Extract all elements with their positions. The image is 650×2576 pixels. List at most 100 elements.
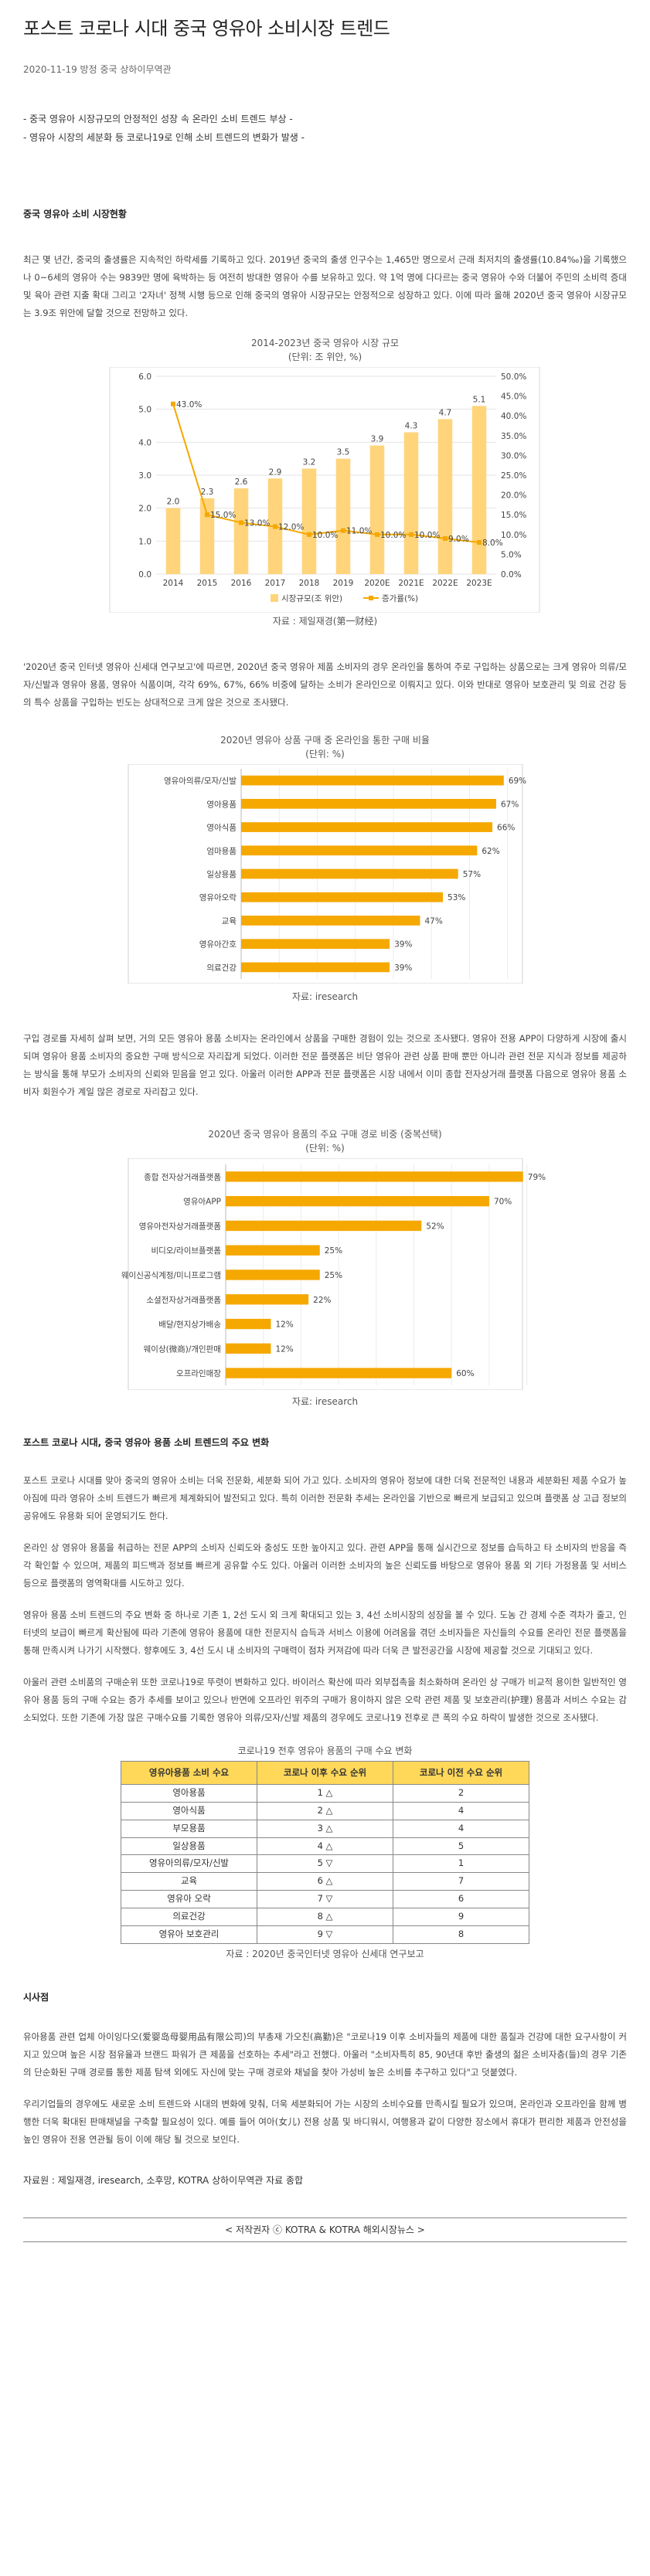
- table-cell: 2: [393, 1783, 529, 1803]
- chart-title: 2014-2023년 중국 영유아 시장 규모: [250, 337, 400, 348]
- copyright-footer: < 저작권자 ⓒ KOTRA & KOTRA 해외시장뉴스 >: [23, 2217, 627, 2242]
- y-tick-label: 0.0: [138, 570, 151, 579]
- chart-source: 자료 : 제일재경(第一财经): [272, 615, 378, 627]
- bar: [241, 845, 478, 855]
- bar-value-label: 12%: [275, 1320, 293, 1330]
- paragraph: 온라인 상 영유아 용품을 취급하는 전문 APP의 소비자 신뢰도와 충성도 …: [23, 1541, 627, 1589]
- table-cell: 4 △: [257, 1837, 393, 1856]
- category-label: 엄마용품: [206, 846, 237, 855]
- line-point: [443, 535, 448, 541]
- legend-swatch-point: [369, 595, 373, 600]
- y-tick-label: 1.0: [138, 537, 151, 546]
- table-header-cell: 영유아용품 소비 수요: [121, 1760, 257, 1785]
- category-label: 일상용품: [206, 869, 237, 879]
- table-cell: 8: [393, 1925, 529, 1944]
- bar: [301, 468, 317, 574]
- chart-purchase-channels: 2020년 중국 영유아 용품의 주요 구매 경로 비중 (중복선택) (단위:…: [23, 1127, 627, 1411]
- table-row: 영아식품 2 △ 4: [121, 1801, 529, 1820]
- x-tick-label: 2014: [163, 579, 184, 588]
- y2-tick-label: 40.0%: [501, 412, 526, 421]
- bar-value-label: 57%: [463, 870, 481, 879]
- line-point: [341, 528, 345, 533]
- bar-value-label: 67%: [501, 800, 519, 809]
- chart-source: 자료: iresearch: [291, 1396, 359, 1408]
- bar: [226, 1196, 489, 1207]
- y-tick-label: 5.0: [138, 405, 151, 414]
- table-cell: 2 △: [257, 1801, 393, 1820]
- line-value-label: 9.0%: [448, 535, 469, 544]
- chart-source: 자료: iresearch: [291, 991, 359, 1002]
- bar-value-label: 25%: [325, 1247, 342, 1256]
- section-title: 중국 영유아 소비 시장현황: [23, 208, 127, 219]
- y-tick-label: 2.0: [138, 504, 151, 513]
- bar-value-label: 12%: [275, 1345, 293, 1354]
- table-cell: 영아용품: [121, 1783, 257, 1803]
- x-tick-label: 2016: [231, 579, 252, 588]
- category-label: 영유아의류/모자/신발: [164, 777, 237, 786]
- line-point: [273, 524, 277, 529]
- bar: [226, 1221, 422, 1232]
- article-meta: 2020-11-19 방정 중국 상하이무역관: [23, 64, 172, 76]
- demand-ranking-table-block: 코로나19 전후 영유아 용품의 구매 수요 변화 영유아용품 소비 수요 코로…: [23, 1744, 627, 1963]
- line-point: [307, 532, 311, 537]
- bar: [226, 1245, 320, 1256]
- category-label: 종합 전자상거래플랫폼: [144, 1173, 221, 1182]
- demand-ranking-table: 영유아용품 소비 수요 코로나 이후 수요 순위 코로나 이전 수요 순위 영아…: [121, 1760, 529, 1944]
- y-tick-label: 4.0: [138, 438, 151, 447]
- sources-note: 자료원 : 제일재경, iresearch, 소후망, KOTRA 상하이무역관…: [23, 2175, 304, 2187]
- paragraph: '2020년 중국 인터넷 영유아 신세대 연구보고'에 따르면, 2020년 …: [23, 661, 627, 708]
- category-label: 영유아오락: [199, 893, 237, 902]
- bar-value-label: 2.3: [201, 488, 214, 497]
- bar-value-label: 60%: [456, 1369, 474, 1378]
- bar-value-label: 79%: [528, 1173, 546, 1182]
- table-row: 영유아 보호관리 9 ▽ 8: [121, 1925, 529, 1944]
- table-cell: 6 △: [257, 1872, 393, 1891]
- purchase-channels-chart: 종합 전자상거래플랫폼 79% 영유아APP 70% 영유아전자상거래플랫폼 52% 비디오…: [121, 1158, 546, 1391]
- bar: [403, 432, 419, 574]
- growth-line: [172, 403, 480, 543]
- table-cell: 7: [393, 1872, 529, 1891]
- paragraph: 우리기업들의 경우에도 새로운 소비 트렌드와 시대의 변화에 맞춰, 더욱 세…: [23, 2099, 627, 2146]
- category-label: 웨이상(微商)/개인판매: [144, 1344, 221, 1354]
- category-label: 교육: [222, 916, 237, 926]
- bar: [241, 938, 390, 949]
- category-label: 영유아전자상거래플랫폼: [139, 1222, 222, 1232]
- summary-line: - 영유아 시장의 세분화 등 코로나19로 인해 소비 트렌드의 변화가 발생…: [23, 131, 305, 143]
- chart-title: 2020년 영유아 상품 구매 중 온라인을 통한 구매 비율: [220, 734, 430, 746]
- bar-value-label: 39%: [394, 940, 412, 949]
- table-cell: 영유아 오락: [121, 1890, 257, 1908]
- bar-value-label: 2.6: [235, 477, 248, 487]
- paragraph: 구입 경로를 자세히 살펴 보면, 거의 모든 영유아 용품 소비자는 온라인에…: [23, 1033, 627, 1098]
- bar-value-label: 70%: [494, 1198, 512, 1207]
- y2-tick-label: 50.0%: [501, 372, 526, 382]
- bar: [226, 1171, 523, 1182]
- table-cell: 일상용품: [121, 1837, 257, 1856]
- bar: [226, 1269, 320, 1281]
- line-value-label: 12.0%: [278, 522, 304, 532]
- chart-unit: (단위: 조 위안, %): [288, 351, 362, 362]
- bar-value-label: 4.3: [405, 421, 418, 430]
- table-cell: 1: [393, 1854, 529, 1874]
- table-header-cell: 코로나 이후 수요 순위: [257, 1760, 393, 1785]
- table-cell: 9 ▽: [257, 1925, 393, 1944]
- bar: [471, 406, 487, 574]
- table-row: 교육 6 △ 7: [121, 1872, 529, 1891]
- table-cell: 9: [393, 1907, 529, 1926]
- table-cell: 교육: [121, 1872, 257, 1891]
- table-row: 영아용품 1 △ 2: [121, 1783, 529, 1803]
- bar: [437, 419, 453, 574]
- table-caption: 코로나19 전후 영유아 용품의 구매 수요 변화: [237, 1745, 413, 1756]
- y2-tick-label: 25.0%: [501, 471, 526, 481]
- chart-title: 2020년 중국 영유아 용품의 주요 구매 경로 비중 (중복선택): [208, 1129, 442, 1140]
- paragraph: 포스트 코로나 시대를 맞아 중국의 영유아 소비는 더욱 전문화, 세분화 되…: [23, 1474, 627, 1521]
- table-cell: 영아식품: [121, 1801, 257, 1820]
- section-title: 포스트 코로나 시대, 중국 영유아 용품 소비 트렌드의 주요 변화: [23, 1437, 270, 1449]
- category-label: 의료건강: [206, 963, 237, 972]
- line-value-label: 43.0%: [176, 400, 202, 410]
- bar-value-label: 3.5: [337, 447, 350, 457]
- table-row: 일상용품 4 △ 5: [121, 1837, 529, 1856]
- bar-value-label: 62%: [482, 846, 499, 855]
- category-label: 비디오/라이브플랫폼: [151, 1247, 222, 1256]
- bar-value-label: 53%: [448, 893, 465, 902]
- x-tick-label: 2018: [299, 579, 320, 588]
